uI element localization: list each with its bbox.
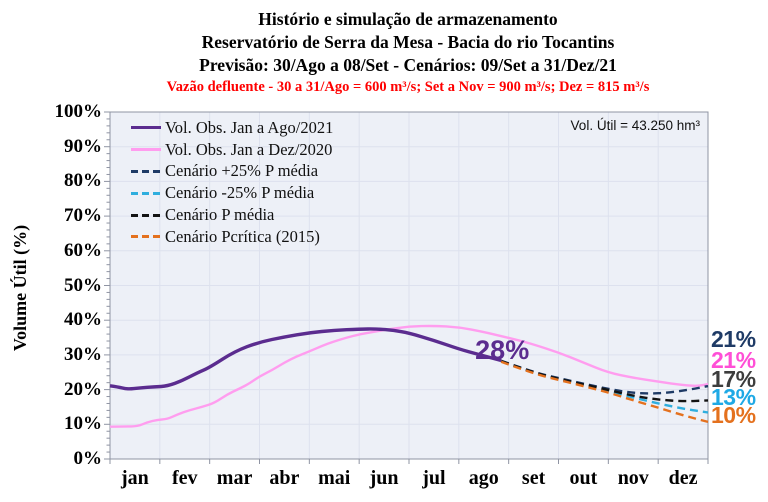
x-tick-label: set: [521, 467, 546, 489]
legend-item: Vol. Obs. Jan a Ago/2021: [131, 117, 333, 139]
legend-dashed-line-swatch: [131, 213, 161, 217]
chart-title-line-1: Histório e simulação de armazenamento: [258, 9, 558, 29]
legend-solid-line-swatch: [131, 148, 161, 152]
y-tick-label: 40%: [64, 309, 102, 331]
legend-dashed-line-swatch: [131, 235, 161, 239]
end-label-vol-obs-2020: 21%: [711, 346, 756, 373]
useful-volume-note: Vol. Útil = 43.250 hm³: [570, 118, 700, 133]
y-tick-label: 90%: [64, 135, 102, 157]
legend-label: Vol. Obs. Jan a Ago/2021: [165, 117, 334, 137]
x-tick-label: ago: [468, 467, 499, 489]
series-line-vol-obs-2021: [109, 327, 502, 391]
annotation-28-percent: 28%: [475, 334, 530, 365]
y-axis-title: Volume Útil (%): [10, 224, 30, 352]
chart-title-block: Histório e simulação de armazenamento Re…: [48, 8, 768, 97]
x-tick-label: jan: [121, 467, 149, 489]
legend-solid-line-swatch: [131, 126, 161, 130]
x-tick-label: mar: [216, 467, 253, 489]
legend-label: Vol. Obs. Jan a Dez/2020: [165, 139, 333, 159]
x-tick-label: abr: [269, 467, 300, 489]
x-tick-label: jul: [422, 467, 446, 489]
y-tick-label: 10%: [64, 413, 102, 435]
y-tick-label: 100%: [54, 101, 103, 122]
end-label-cenario-p25: 21%: [711, 326, 756, 352]
series-line-cenario-m25: [500, 360, 709, 414]
legend-item: Vol. Obs. Jan a Dez/2020: [131, 139, 333, 161]
series-line-cenario-pcritica: [500, 360, 709, 424]
y-tick-label: 20%: [64, 378, 102, 400]
y-tick-label: 30%: [64, 343, 102, 365]
y-tick-label: 70%: [64, 205, 102, 227]
end-label-cenario-pmedia: 17%: [711, 365, 756, 392]
end-label-cenario-m25: 13%: [711, 383, 756, 410]
legend-label: Cenário -25% P média: [165, 183, 315, 203]
x-tick-label: out: [569, 467, 598, 489]
x-tick-label: jun: [369, 467, 399, 489]
series-line-cenario-pmedia: [500, 359, 709, 403]
x-tick-label: fev: [171, 467, 198, 489]
end-label-cenario-pcritica: 10%: [711, 402, 756, 428]
legend-item: Cenário +25% P média: [131, 161, 333, 183]
legend-label: Cenário Pcrítica (2015): [165, 226, 320, 246]
y-tick-label: 60%: [64, 239, 102, 261]
legend: Vol. Obs. Jan a Ago/2021 Vol. Obs. Jan a …: [131, 117, 333, 248]
series-line-vol-obs-2020: [109, 324, 709, 428]
x-tick-label: mai: [318, 467, 351, 489]
chart-title-line-2: Reservatório de Serra da Mesa - Bacia do…: [201, 32, 615, 52]
x-tick-label: nov: [617, 467, 649, 489]
plot-border: [109, 111, 709, 460]
chart-subtitle-outflow: Vazão defluente - 30 a 31/Ago = 600 m³/s…: [166, 79, 650, 95]
legend-item: Cenário -25% P média: [131, 182, 333, 204]
y-tick-label: 80%: [64, 170, 102, 192]
chart-title-line-3: Previsão: 30/Ago a 08/Set - Cenários: 09…: [199, 55, 617, 75]
legend-dashed-line-swatch: [131, 169, 161, 173]
legend-label: Cenário P média: [165, 205, 275, 225]
x-tick-label: dez: [668, 467, 698, 489]
legend-label: Cenário +25% P média: [165, 161, 319, 181]
legend-dashed-line-swatch: [131, 191, 161, 195]
y-tick-label: 50%: [64, 274, 102, 296]
legend-item: Cenário Pcrítica (2015): [131, 226, 333, 248]
y-tick-label: 0%: [73, 448, 103, 469]
legend-item: Cenário P média: [131, 204, 333, 226]
